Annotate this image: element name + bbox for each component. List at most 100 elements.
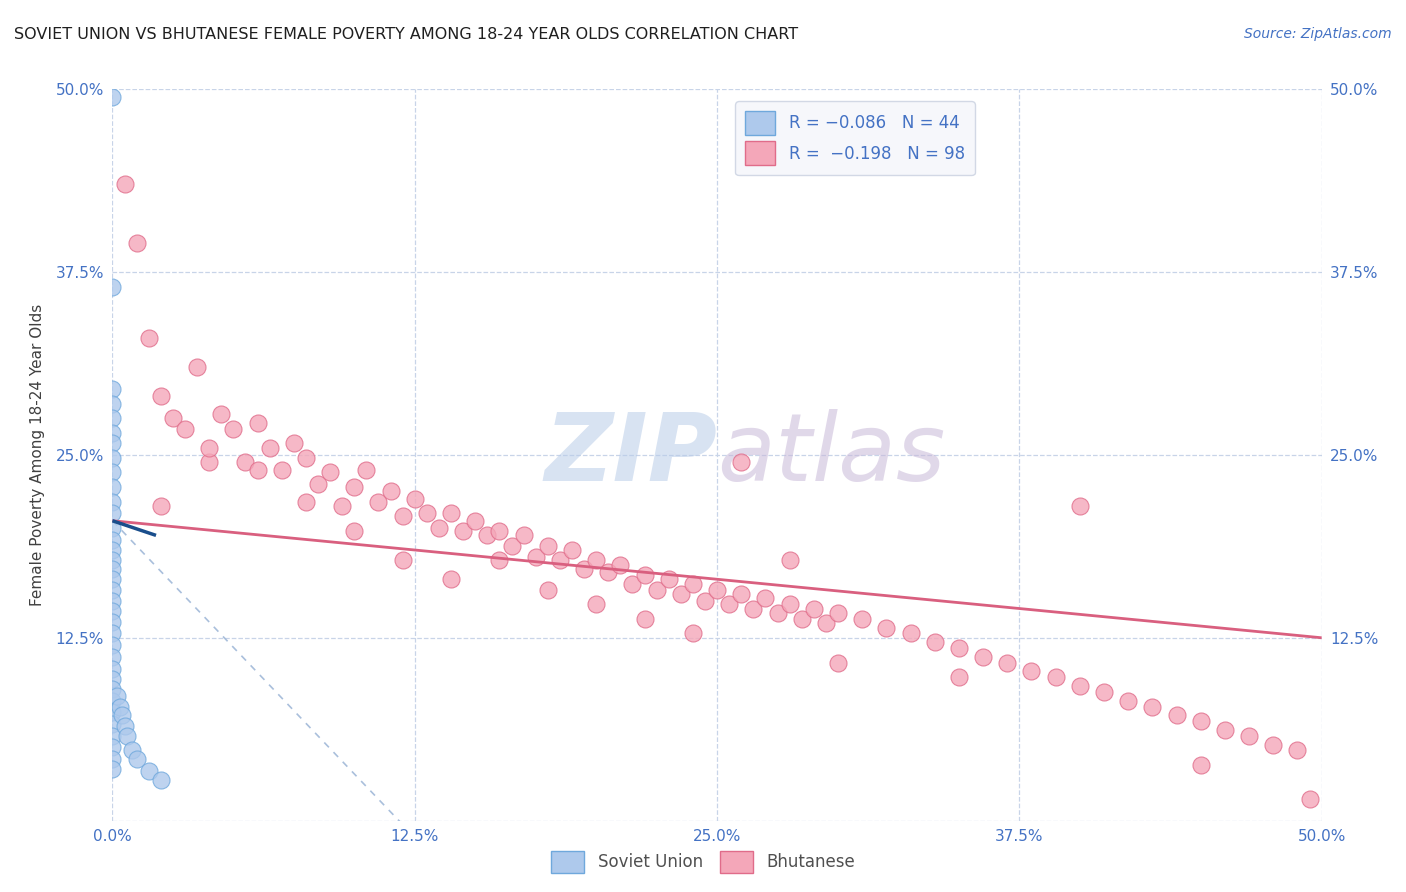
Point bbox=[101, 763, 124, 777]
Point bbox=[827, 656, 849, 670]
Point bbox=[235, 455, 257, 469]
Point bbox=[319, 466, 342, 480]
Point bbox=[101, 717, 124, 731]
Point bbox=[101, 562, 124, 576]
Point bbox=[186, 360, 208, 375]
Text: atlas: atlas bbox=[717, 409, 945, 500]
Point bbox=[115, 729, 138, 743]
Point bbox=[101, 638, 124, 652]
Point bbox=[851, 612, 873, 626]
Y-axis label: Female Poverty Among 18-24 Year Olds: Female Poverty Among 18-24 Year Olds bbox=[30, 304, 45, 606]
Point bbox=[645, 582, 668, 597]
Point bbox=[198, 455, 221, 469]
Point bbox=[803, 601, 825, 615]
Point bbox=[537, 582, 560, 597]
Point bbox=[875, 621, 897, 635]
Point bbox=[283, 436, 305, 450]
Point bbox=[101, 594, 124, 608]
Point bbox=[827, 606, 849, 620]
Point bbox=[814, 616, 837, 631]
Point bbox=[1237, 729, 1260, 743]
Point bbox=[451, 524, 474, 538]
Point bbox=[621, 576, 644, 591]
Point bbox=[101, 521, 124, 535]
Point bbox=[101, 661, 124, 675]
Point bbox=[391, 553, 413, 567]
Point bbox=[1069, 499, 1091, 513]
Point bbox=[101, 543, 124, 558]
Point bbox=[1166, 708, 1188, 723]
Point bbox=[149, 772, 172, 787]
Point bbox=[101, 582, 124, 597]
Point bbox=[209, 407, 232, 421]
Point bbox=[367, 494, 389, 508]
Point bbox=[101, 626, 124, 640]
Point bbox=[633, 567, 655, 582]
Point bbox=[114, 178, 136, 192]
Point bbox=[572, 562, 595, 576]
Point bbox=[718, 597, 741, 611]
Point bbox=[198, 441, 221, 455]
Point bbox=[101, 681, 124, 696]
Point bbox=[477, 528, 499, 542]
Point bbox=[682, 626, 704, 640]
Text: Source: ZipAtlas.com: Source: ZipAtlas.com bbox=[1244, 27, 1392, 41]
Point bbox=[706, 582, 728, 597]
Point bbox=[730, 455, 752, 469]
Point bbox=[101, 729, 124, 743]
Point bbox=[380, 484, 402, 499]
Point bbox=[101, 572, 124, 586]
Point bbox=[101, 694, 124, 708]
Point bbox=[1263, 738, 1285, 752]
Point bbox=[101, 494, 124, 508]
Point bbox=[125, 752, 148, 766]
Point bbox=[101, 89, 124, 103]
Point bbox=[101, 279, 124, 293]
Point bbox=[1069, 679, 1091, 693]
Point bbox=[138, 764, 160, 778]
Point bbox=[779, 597, 801, 611]
Point bbox=[1116, 694, 1139, 708]
Point bbox=[1298, 791, 1320, 805]
Point bbox=[125, 235, 148, 250]
Point bbox=[693, 594, 716, 608]
Point bbox=[609, 558, 631, 572]
Point bbox=[488, 553, 510, 567]
Point bbox=[295, 450, 318, 465]
Point bbox=[101, 553, 124, 567]
Point bbox=[101, 411, 124, 425]
Point bbox=[343, 524, 366, 538]
Point bbox=[948, 670, 970, 684]
Point bbox=[330, 499, 353, 513]
Legend: Soviet Union, Bhutanese: Soviet Union, Bhutanese bbox=[544, 845, 862, 880]
Point bbox=[121, 743, 143, 757]
Point bbox=[101, 615, 124, 629]
Point bbox=[972, 649, 994, 664]
Point bbox=[295, 494, 318, 508]
Point bbox=[779, 553, 801, 567]
Point bbox=[585, 553, 607, 567]
Point bbox=[1189, 758, 1212, 772]
Point bbox=[1213, 723, 1236, 737]
Point bbox=[790, 612, 813, 626]
Legend: R = −0.086   N = 44, R =  −0.198   N = 98: R = −0.086 N = 44, R = −0.198 N = 98 bbox=[735, 101, 974, 175]
Point bbox=[270, 462, 292, 476]
Point bbox=[101, 436, 124, 450]
Point bbox=[246, 462, 269, 476]
Point bbox=[633, 612, 655, 626]
Point bbox=[548, 553, 571, 567]
Point bbox=[105, 690, 128, 704]
Point bbox=[488, 524, 510, 538]
Point bbox=[995, 656, 1018, 670]
Point bbox=[900, 626, 922, 640]
Point bbox=[307, 477, 329, 491]
Point bbox=[101, 466, 124, 480]
Point bbox=[948, 640, 970, 655]
Point bbox=[512, 528, 534, 542]
Point bbox=[754, 591, 776, 606]
Point bbox=[111, 708, 134, 723]
Point bbox=[682, 576, 704, 591]
Point bbox=[101, 672, 124, 686]
Point bbox=[924, 635, 946, 649]
Point bbox=[524, 550, 547, 565]
